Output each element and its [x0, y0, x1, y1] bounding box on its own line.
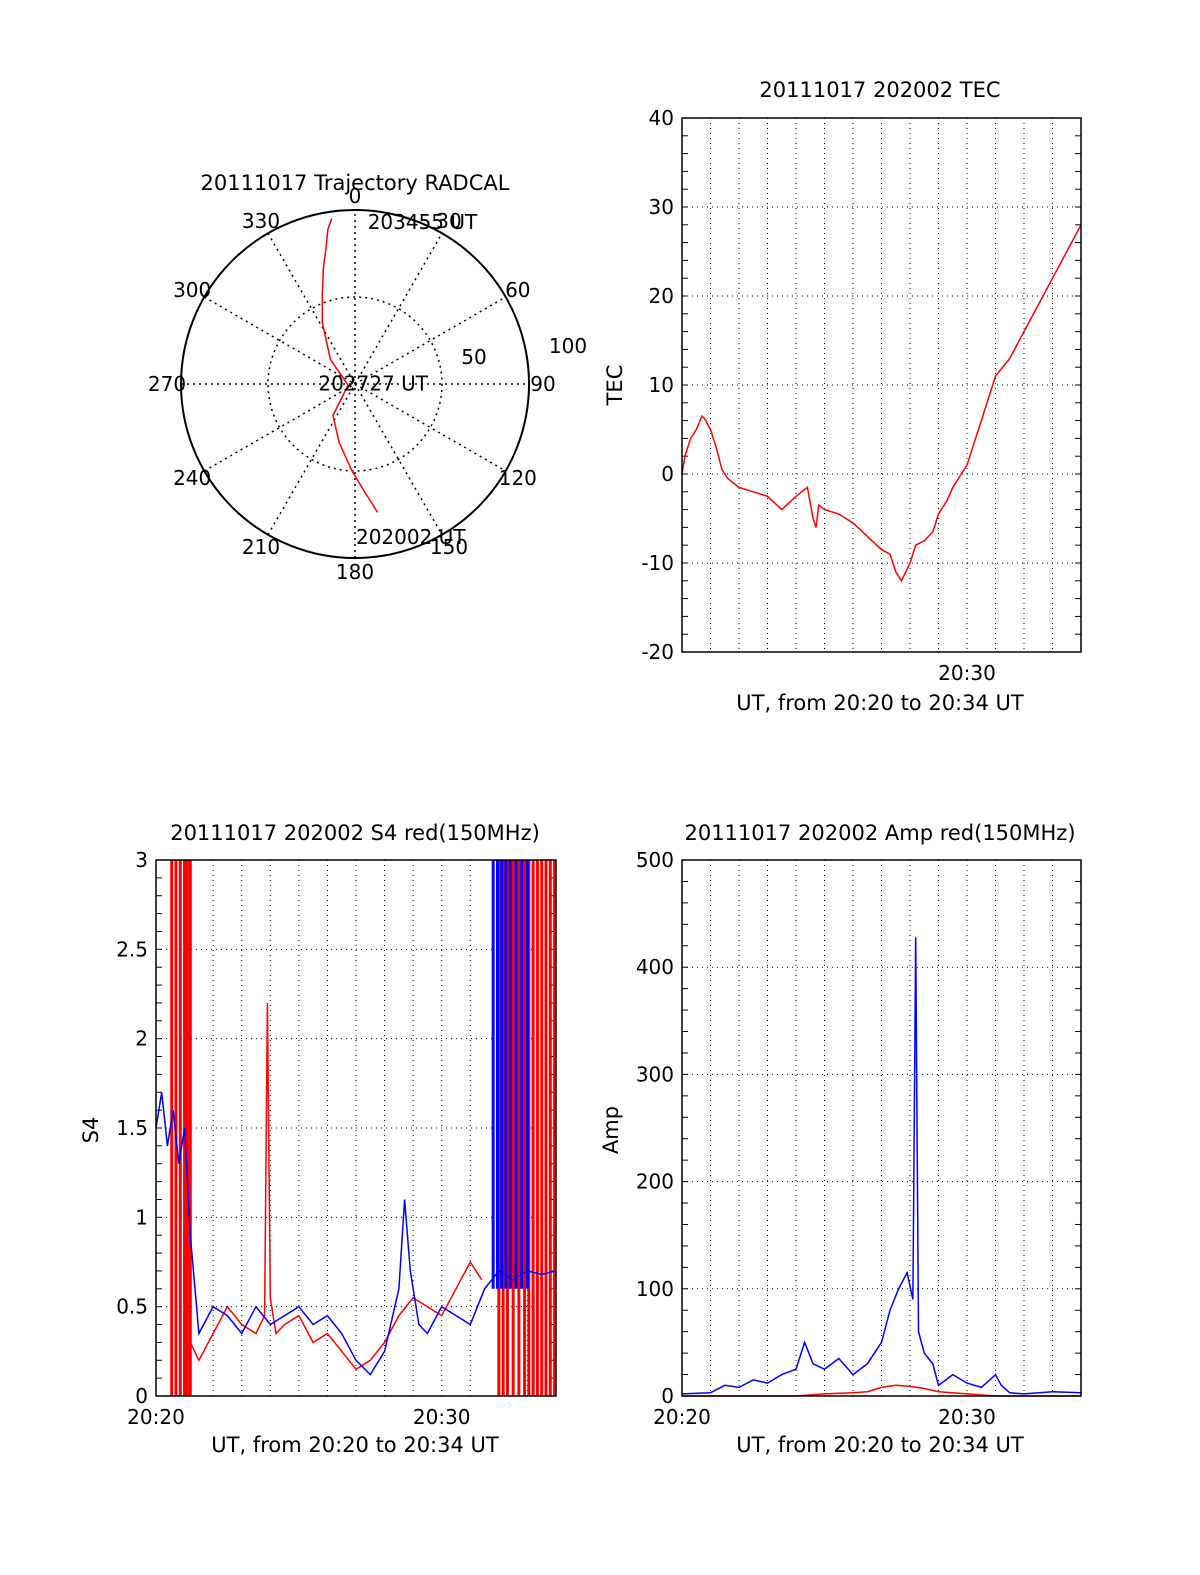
s4-plot-frame: [155, 859, 557, 1397]
polar-angle-label: 270: [148, 372, 186, 396]
trajectory-time-label: 202002 UT: [356, 525, 466, 549]
tec-title: 20111017 202002 TEC: [759, 78, 1000, 102]
polar-angle-label: 150: [430, 535, 468, 559]
polar-radius-label-50: 50: [461, 345, 486, 369]
tec-x-label: UT, from 20:20 to 20:34 UT: [736, 691, 1024, 715]
amp-series: [681, 937, 1082, 1397]
polar-radius-label-100: 100: [549, 334, 587, 358]
s4-ytick-label: 2: [135, 1027, 148, 1051]
trajectory-line: [321, 218, 379, 513]
amp-chart: 20111017 202002 Amp red(150MHz) 0 100 200 3…: [599, 821, 1082, 1457]
s4-ytick-label: 1.5: [116, 1116, 148, 1140]
s4-ytick-label: 0: [135, 1384, 148, 1408]
trajectory-time-label: 202727 UT: [318, 371, 428, 395]
tec-red-line: [681, 224, 1082, 583]
tec-ytick-label: 30: [649, 195, 674, 219]
tec-ytick-label: 0: [661, 462, 674, 486]
s4-ytick-label: 1: [135, 1205, 148, 1229]
s4-xtick-label: 20:20: [127, 1405, 185, 1429]
polar-grid: [181, 210, 529, 558]
tec-plot-frame: [681, 117, 1082, 653]
tec-y-ticks: -20 -10 0 10 20 30 40: [641, 106, 674, 664]
amp-ytick-label: 300: [636, 1062, 674, 1086]
polar-angle-label: 120: [499, 466, 537, 490]
polar-angle-label: 240: [173, 466, 211, 490]
trajectory-time-label: 203455 UT: [368, 210, 478, 234]
amp-ytick-label: 400: [636, 955, 674, 979]
trajectory-title: 20111017 Trajectory RADCAL: [201, 171, 510, 195]
s4-series: [155, 860, 557, 1396]
polar-angle-label: 90: [530, 372, 555, 396]
tec-series: [681, 224, 1082, 583]
trajectory-annotations: 203455 UT 202727 UT 202002 UT: [318, 210, 478, 549]
polar-angle-label: 60: [505, 278, 530, 302]
tec-grid: [682, 117, 1081, 653]
amp-ytick-label: 0: [661, 1384, 674, 1408]
amp-xtick-label: 20:30: [938, 1405, 996, 1429]
tec-ytick-label: 40: [649, 106, 674, 130]
tec-ytick-label: 10: [649, 373, 674, 397]
amp-y-label: Amp: [599, 1106, 623, 1154]
polar-angle-label: 180: [336, 560, 374, 584]
amp-ytick-label: 500: [636, 848, 674, 872]
polar-angle-label: 30: [436, 209, 461, 233]
s4-red-line: [189, 1002, 483, 1371]
s4-title: 20111017 202002 S4 red(150MHz): [170, 821, 540, 845]
amp-y-ticks: 0 100 200 300 400 500: [636, 848, 674, 1408]
s4-y-label: S4: [79, 1117, 103, 1144]
trajectory-chart: 20111017 Trajectory RADCAL 50 100 0 30 60 9…: [148, 171, 587, 584]
s4-xtick-label: 20:30: [413, 1405, 471, 1429]
amp-ytick-label: 200: [636, 1170, 674, 1194]
polar-angle-label: 0: [349, 184, 362, 208]
tec-ytick-label: -10: [641, 551, 674, 575]
polar-angle-label: 210: [242, 535, 280, 559]
amp-x-label: UT, from 20:20 to 20:34 UT: [736, 1433, 1024, 1457]
tec-x-ticks: 20:30: [938, 661, 996, 685]
amp-title: 20111017 202002 Amp red(150MHz): [684, 821, 1075, 845]
amp-plot-frame: [681, 859, 1082, 1397]
tec-ytick-label: 20: [649, 284, 674, 308]
tec-y-label: TEC: [603, 365, 627, 407]
s4-ytick-label: 0.5: [116, 1295, 148, 1319]
s4-x-label: UT, from 20:20 to 20:34 UT: [211, 1433, 499, 1457]
tec-ytick-label: -20: [641, 640, 674, 664]
amp-x-ticks: 20:20 20:30: [653, 1405, 996, 1429]
s4-chart: 20111017 202002 S4 red(150MHz) 0 0.5 1 1.5 2…: [79, 821, 557, 1457]
polar-angle-labels: 0 30 60 90 120 150 180 210 240 270 300 330: [148, 184, 556, 584]
polar-angle-label: 300: [173, 278, 211, 302]
amp-blue-line: [681, 937, 1082, 1395]
s4-ytick-label: 3: [135, 848, 148, 872]
s4-y-ticks: 0 0.5 1 1.5 2 2.5 3: [116, 848, 148, 1408]
amp-ytick-label: 100: [636, 1277, 674, 1301]
amp-grid: [682, 859, 1081, 1397]
tec-xtick-label: 20:30: [938, 661, 996, 685]
polar-angle-label: 330: [242, 209, 280, 233]
s4-blue-line: [155, 1092, 557, 1376]
amp-xtick-label: 20:20: [653, 1405, 711, 1429]
s4-ytick-label: 2.5: [116, 937, 148, 961]
polar-inner-ring: [267, 296, 443, 472]
polar-outer-ring: [180, 209, 530, 559]
polar-spoke: [267, 232, 443, 536]
s4-x-ticks: 20:20 20:30: [127, 1405, 470, 1429]
tec-chart: 20111017 202002 TEC -20 -10 0 10 20 30 40 20:3…: [603, 78, 1082, 715]
